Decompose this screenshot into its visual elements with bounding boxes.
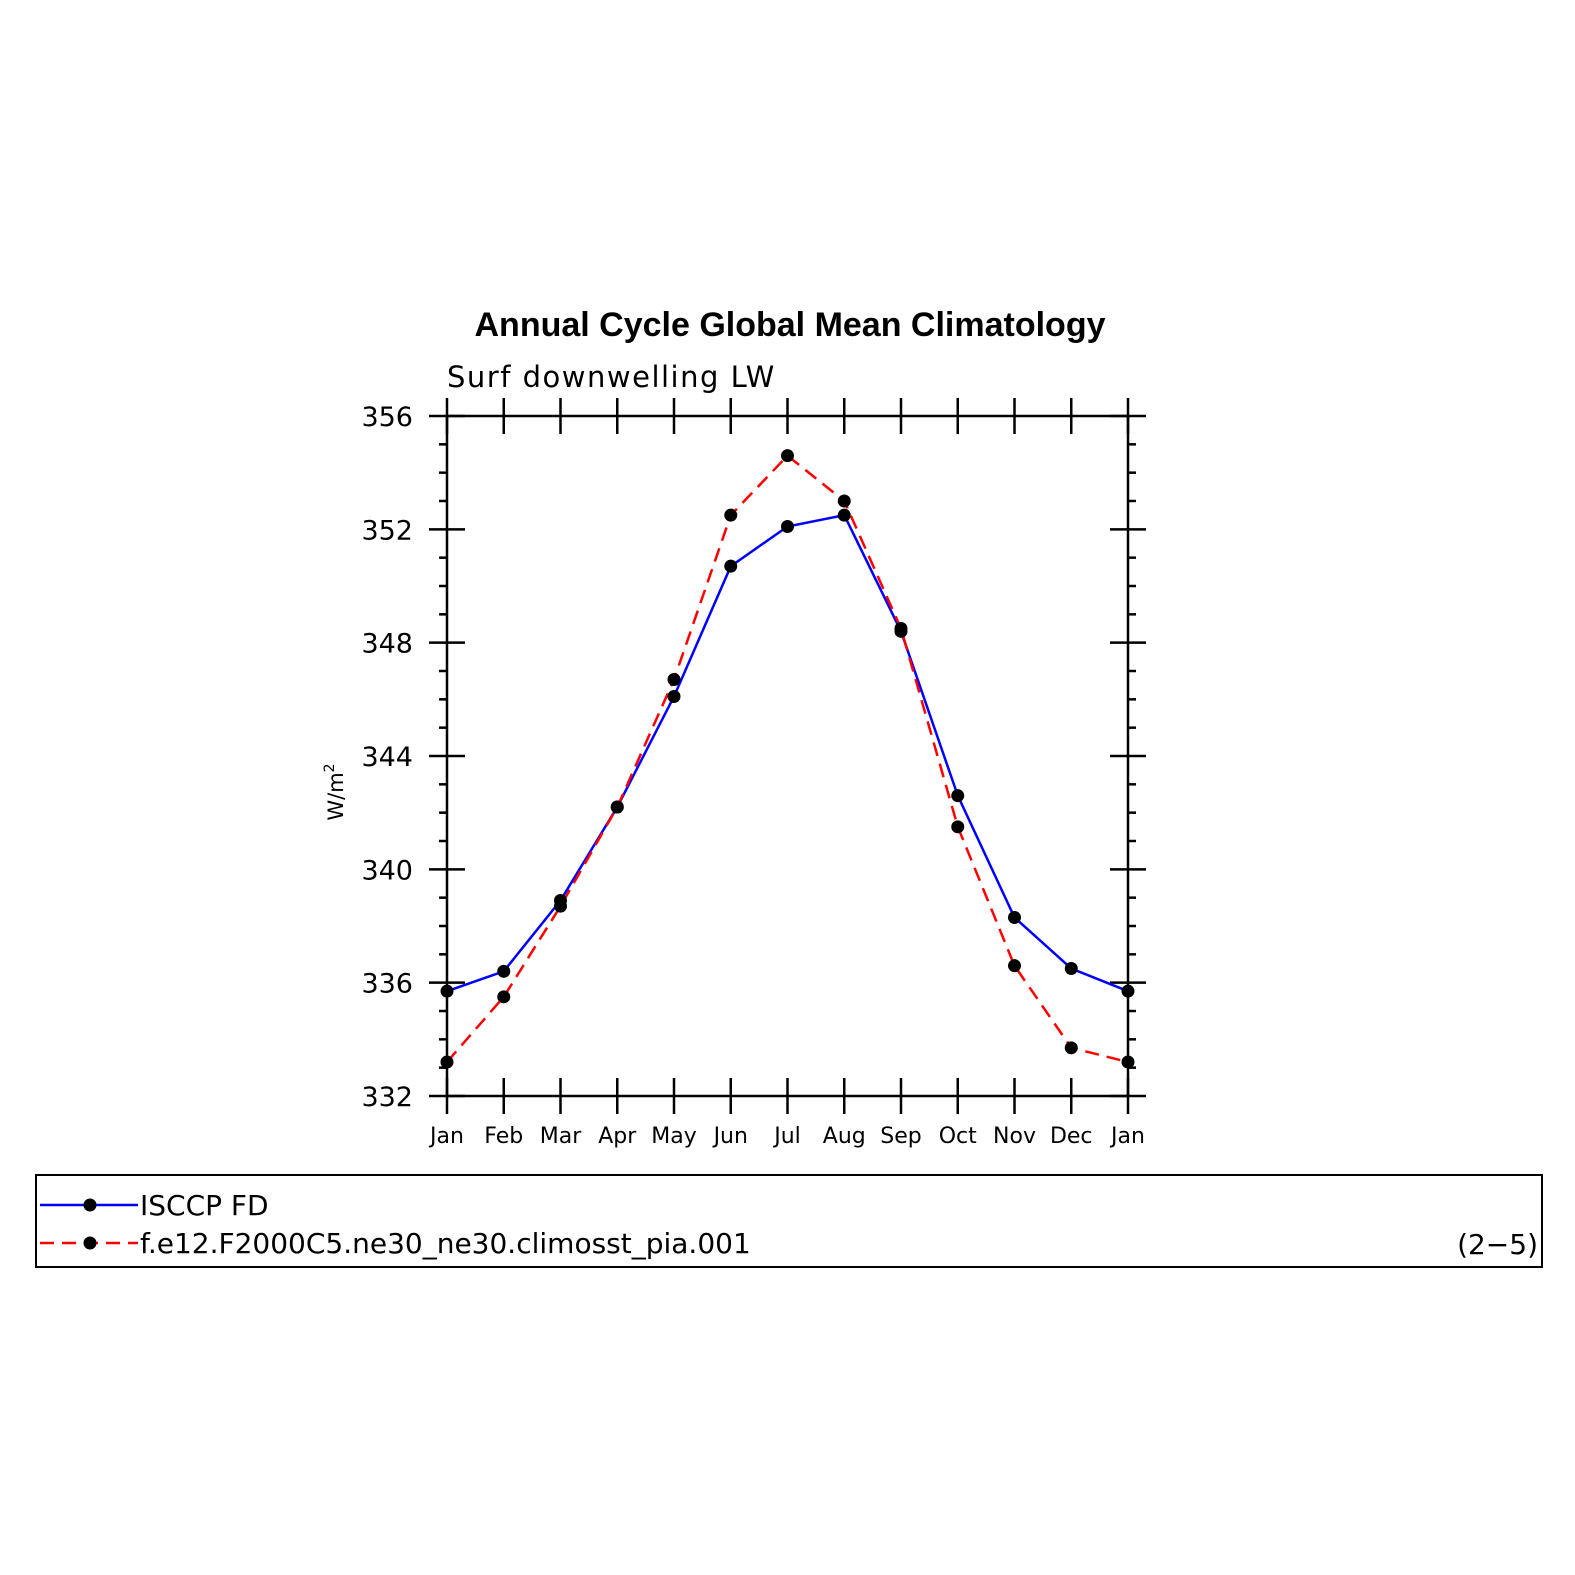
x-tick-label: May: [651, 1124, 696, 1149]
series-1-point: [724, 559, 738, 573]
x-tick-label: Dec: [1050, 1124, 1093, 1149]
y-tick-label: 352: [361, 515, 413, 546]
chart-subtitle: Surf downwelling LW: [447, 360, 776, 394]
y-tick-label: 356: [361, 402, 413, 433]
series-2-point: [610, 800, 624, 814]
series-2-point: [667, 673, 681, 686]
legend: ISCCP FD f.e12.F2000C5.ne30_ne30.climosst…: [40, 1189, 751, 1260]
series-2-point: [554, 899, 567, 913]
x-tick-label: Jul: [772, 1124, 801, 1149]
y-axis-label-superscript: 2: [322, 763, 338, 772]
panel-label: (2−5): [1457, 1228, 1538, 1261]
series-2-point: [951, 820, 965, 834]
series-1-point: [837, 508, 851, 522]
series-lines: [446, 454, 1129, 1064]
series-1-point: [1008, 911, 1021, 924]
series-1-point: [667, 690, 681, 703]
plot-frame: [445, 414, 1130, 1098]
series-2-point: [894, 622, 908, 635]
series-2-point: [1121, 1055, 1135, 1069]
legend-label-2: f.e12.F2000C5.ne30_ne30.climosst_pia.001: [140, 1227, 751, 1260]
legend-label-1: ISCCP FD: [140, 1189, 269, 1222]
y-axis-label-text: W/m: [324, 772, 348, 820]
series-2-point: [440, 1055, 454, 1069]
y-axis-label: W/m2: [322, 763, 348, 820]
series-1-point: [497, 964, 511, 978]
series-1-point: [1121, 984, 1135, 998]
x-tick-label: Oct: [939, 1124, 977, 1149]
series-markers: [440, 449, 1135, 1069]
x-tick-label: Sep: [880, 1124, 921, 1149]
y-tick-label: 348: [361, 629, 413, 660]
chart-title: Annual Cycle Global Mean Climatology: [475, 306, 1106, 344]
x-tick-label: Nov: [993, 1124, 1036, 1149]
x-tick-label: Jan: [428, 1124, 464, 1149]
series-2-point: [1064, 1041, 1078, 1055]
x-tick-label: Jun: [712, 1124, 748, 1149]
tick-labels: 332 336 340 344 348 352 356 Jan Feb Mar Apr May Jun J…: [361, 402, 1145, 1149]
y-tick-label: 340: [361, 855, 413, 886]
axis-ticks: [429, 398, 1146, 1114]
series-1-point: [440, 984, 454, 998]
x-tick-label: Mar: [540, 1124, 582, 1149]
series-1-point: [1064, 962, 1078, 975]
x-tick-label: Jan: [1109, 1124, 1145, 1149]
series-line-2: [446, 454, 1129, 1064]
legend-marker-1: [83, 1198, 97, 1212]
legend-box: [35, 1174, 1543, 1268]
y-tick-label: 344: [361, 742, 413, 773]
series-2-point: [1008, 959, 1021, 973]
legend-marker-2: [83, 1236, 97, 1250]
y-tick-label: 332: [361, 1082, 413, 1113]
series-line-1: [446, 513, 1129, 993]
series-1-point: [781, 520, 794, 533]
x-tick-label: Aug: [823, 1124, 866, 1149]
x-tick-label: Feb: [484, 1124, 523, 1149]
series-2-point: [837, 494, 851, 508]
series-1-point: [951, 789, 965, 803]
series-2-point: [781, 449, 794, 463]
y-tick-label: 336: [361, 969, 413, 1000]
series-2-point: [497, 990, 511, 1004]
series-2-point: [724, 508, 738, 522]
x-tick-label: Apr: [598, 1124, 637, 1149]
